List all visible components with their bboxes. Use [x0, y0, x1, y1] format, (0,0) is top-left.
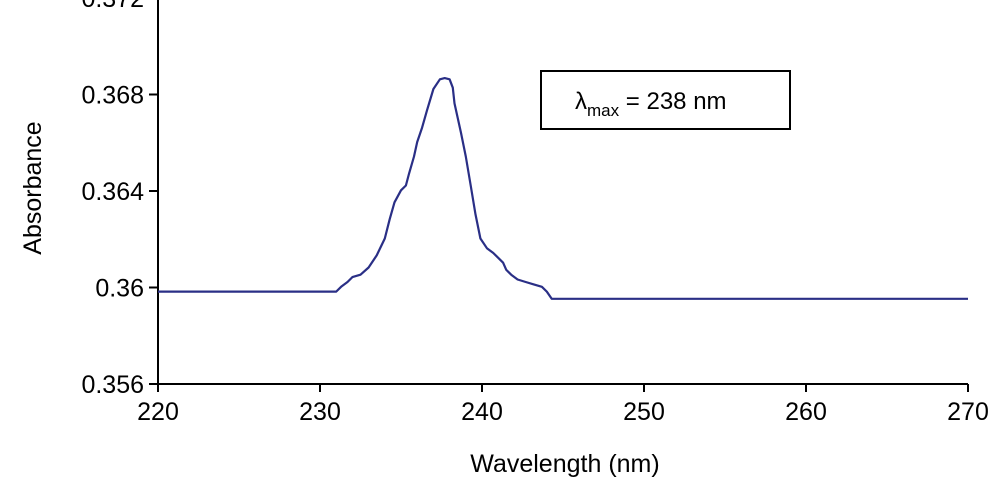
annotation-box	[540, 70, 791, 130]
x-axis-title: Wavelength (nm)	[470, 450, 659, 478]
lambda-max-annotation: λmax = 238 nm	[540, 70, 791, 130]
annotation-lambda: λ	[575, 88, 587, 115]
y-tick-label: 0.364	[81, 178, 144, 206]
annotation-text: λmax = 238 nm	[575, 88, 727, 120]
x-tick-label: 260	[785, 398, 827, 426]
y-axis-ticks: 0.356 0.36 0.364 0.368 0.372	[81, 0, 158, 399]
annotation-value: = 238 nm	[619, 88, 726, 115]
y-axis-title: Absorbance	[19, 121, 47, 254]
x-tick-label: 250	[623, 398, 665, 426]
y-tick-label: 0.36	[95, 275, 144, 303]
annotation-subscript: max	[587, 101, 620, 120]
x-tick-label: 240	[461, 398, 503, 426]
x-axis-ticks: 220 230 240 250 260 270	[137, 384, 989, 426]
y-tick-label: 0.356	[81, 371, 144, 399]
x-tick-label: 270	[947, 398, 989, 426]
series-line-absorbance	[158, 77, 968, 300]
y-tick-label: 0.368	[81, 82, 144, 110]
x-tick-label: 220	[137, 398, 179, 426]
y-tick-label: 0.372	[81, 0, 144, 13]
x-tick-label: 230	[299, 398, 341, 426]
